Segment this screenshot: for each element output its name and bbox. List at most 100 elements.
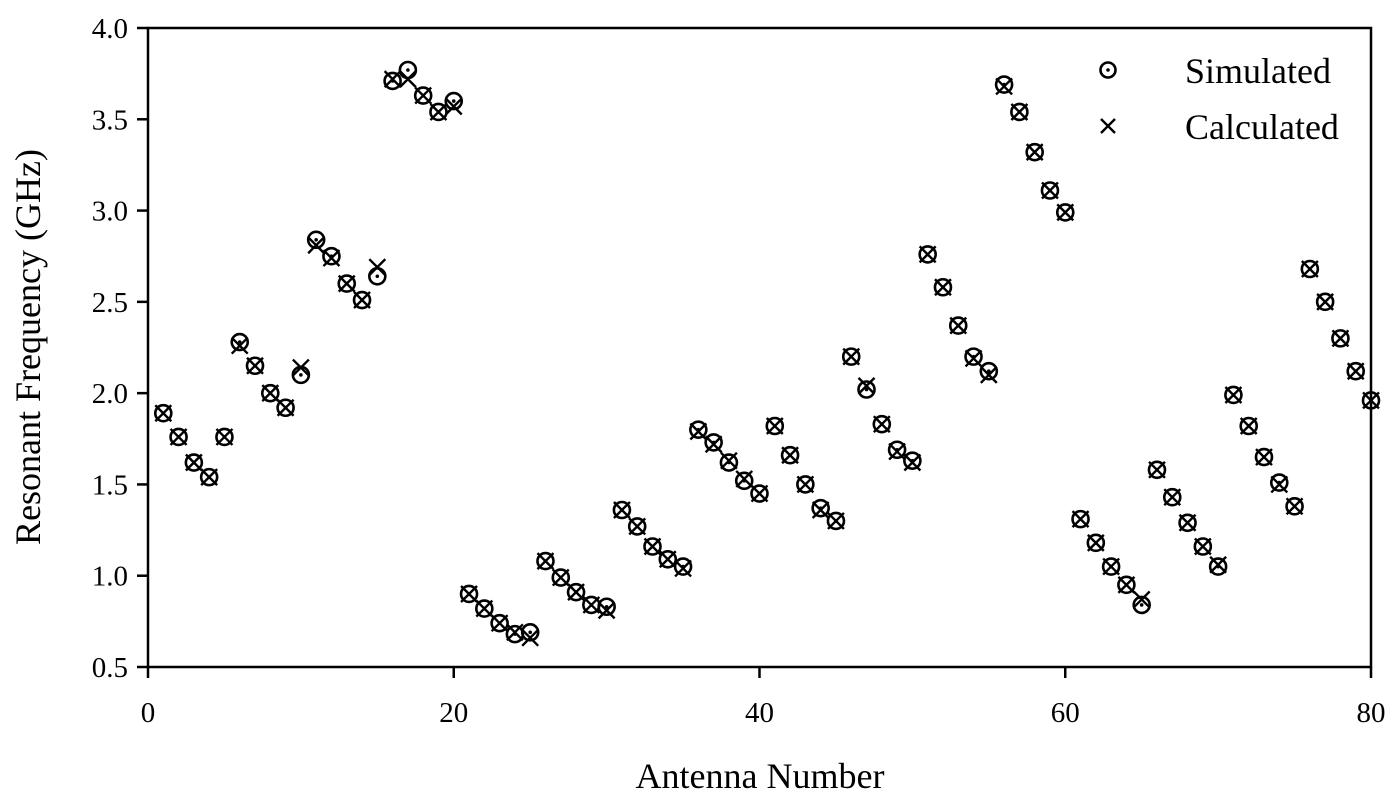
calculated-marker-icon xyxy=(261,384,280,402)
simulated-marker-icon xyxy=(673,557,693,576)
simulated-marker-icon xyxy=(765,416,785,436)
data-point xyxy=(475,599,494,618)
calculated-marker-icon xyxy=(628,517,647,536)
calculated-marker-icon xyxy=(903,453,922,472)
legend-calculated-icon xyxy=(1100,118,1116,134)
calculated-marker-icon xyxy=(1010,103,1029,121)
simulated-marker-icon xyxy=(276,398,295,418)
simulated-marker-icon xyxy=(627,517,647,536)
data-point xyxy=(153,403,173,423)
calculated-marker-icon xyxy=(506,623,524,642)
calculated-marker-icon xyxy=(215,428,234,446)
data-point xyxy=(826,511,846,531)
calculated-marker-icon xyxy=(322,249,341,267)
data-point xyxy=(979,361,999,384)
simulated-marker-icon xyxy=(1040,181,1060,200)
data-point xyxy=(643,537,662,556)
calculated-marker-icon xyxy=(1255,448,1273,466)
simulated-marker-icon xyxy=(1147,460,1167,480)
simulated-marker-icon xyxy=(597,597,616,617)
simulated-marker-icon xyxy=(872,414,892,434)
simulated-marker-icon xyxy=(337,274,357,293)
data-point xyxy=(1117,575,1136,595)
calculated-marker-icon xyxy=(1132,590,1151,609)
simulated-marker-icon xyxy=(903,451,922,470)
simulated-marker-icon xyxy=(1300,259,1320,279)
data-point xyxy=(184,453,204,472)
x-tick-label: 60 xyxy=(1051,697,1080,729)
calculated-marker-icon xyxy=(674,559,692,578)
simulated-marker-icon xyxy=(1086,533,1106,553)
simulated-marker-icon xyxy=(1254,447,1274,467)
data-point xyxy=(719,451,739,472)
data-point xyxy=(887,440,907,461)
data-point xyxy=(857,376,876,399)
simulated-marker-icon xyxy=(306,230,326,250)
data-point xyxy=(689,420,708,441)
simulated-marker-icon xyxy=(551,568,571,587)
data-point xyxy=(1025,142,1044,162)
simulated-marker-icon xyxy=(658,549,678,569)
simulated-marker-icon xyxy=(1162,487,1182,507)
simulated-marker-icon xyxy=(643,537,662,556)
simulated-marker-icon xyxy=(215,427,234,447)
simulated-marker-icon xyxy=(536,551,555,571)
calculated-marker-icon xyxy=(551,568,570,587)
simulated-marker-icon xyxy=(475,599,494,618)
y-tick-label: 1.5 xyxy=(92,469,128,501)
simulated-marker-icon xyxy=(1101,557,1121,576)
data-point xyxy=(1040,181,1060,200)
calculated-marker-icon xyxy=(689,422,708,441)
calculated-marker-icon xyxy=(796,475,815,494)
calculated-marker-icon xyxy=(567,583,585,601)
simulated-marker-icon xyxy=(796,475,815,494)
x-tick-label: 80 xyxy=(1357,697,1386,729)
data-point xyxy=(1101,557,1121,576)
simulated-marker-icon xyxy=(1224,385,1243,405)
calculated-marker-icon xyxy=(964,349,983,368)
calculated-marker-icon xyxy=(995,77,1013,96)
data-point xyxy=(658,549,678,569)
data-point xyxy=(1147,460,1167,480)
calculated-marker-icon xyxy=(582,596,601,614)
data-point xyxy=(398,60,418,88)
data-point xyxy=(1361,391,1381,410)
data-point xyxy=(1071,509,1090,529)
data-point xyxy=(872,414,892,434)
calculated-marker-icon xyxy=(1056,203,1075,222)
simulated-marker-icon xyxy=(750,484,769,503)
calculated-marker-icon xyxy=(444,97,463,116)
simulated-marker-icon xyxy=(719,453,739,472)
data-point xyxy=(811,498,830,519)
x-axis: 0 20 40 60 80 xyxy=(141,667,1386,729)
data-point xyxy=(1208,555,1228,576)
data-point xyxy=(383,70,402,91)
calculated-marker-icon xyxy=(949,316,968,335)
calculated-marker-icon xyxy=(460,585,478,603)
calculated-marker-icon xyxy=(353,291,371,309)
simulated-marker-icon xyxy=(826,511,846,531)
simulated-marker-icon xyxy=(734,471,754,491)
calculated-marker-icon xyxy=(735,470,754,488)
y-tick-label: 2.5 xyxy=(92,287,128,319)
calculated-marker-icon xyxy=(1025,143,1044,161)
data-point xyxy=(1193,537,1213,556)
data-point xyxy=(566,582,586,602)
calculated-marker-icon xyxy=(720,451,738,470)
data-point xyxy=(245,356,265,376)
calculated-marker-icon xyxy=(368,258,387,277)
simulated-marker-icon xyxy=(490,613,509,633)
simulated-marker-icon xyxy=(994,75,1014,94)
simulated-marker-icon xyxy=(612,500,632,520)
data-point xyxy=(322,246,341,267)
data-point xyxy=(169,427,188,447)
calculated-marker-icon xyxy=(1239,417,1258,435)
calculated-marker-icon xyxy=(521,628,540,647)
calculated-marker-icon xyxy=(169,428,188,446)
y-axis: 0.5 1.0 1.5 2.0 2.5 3.0 3.5 4.0 xyxy=(92,13,148,684)
data-point xyxy=(230,332,250,355)
data-point xyxy=(1132,590,1151,615)
data-point xyxy=(1300,259,1320,279)
calculated-marker-icon xyxy=(1041,181,1059,200)
calculated-marker-icon xyxy=(1346,362,1365,381)
